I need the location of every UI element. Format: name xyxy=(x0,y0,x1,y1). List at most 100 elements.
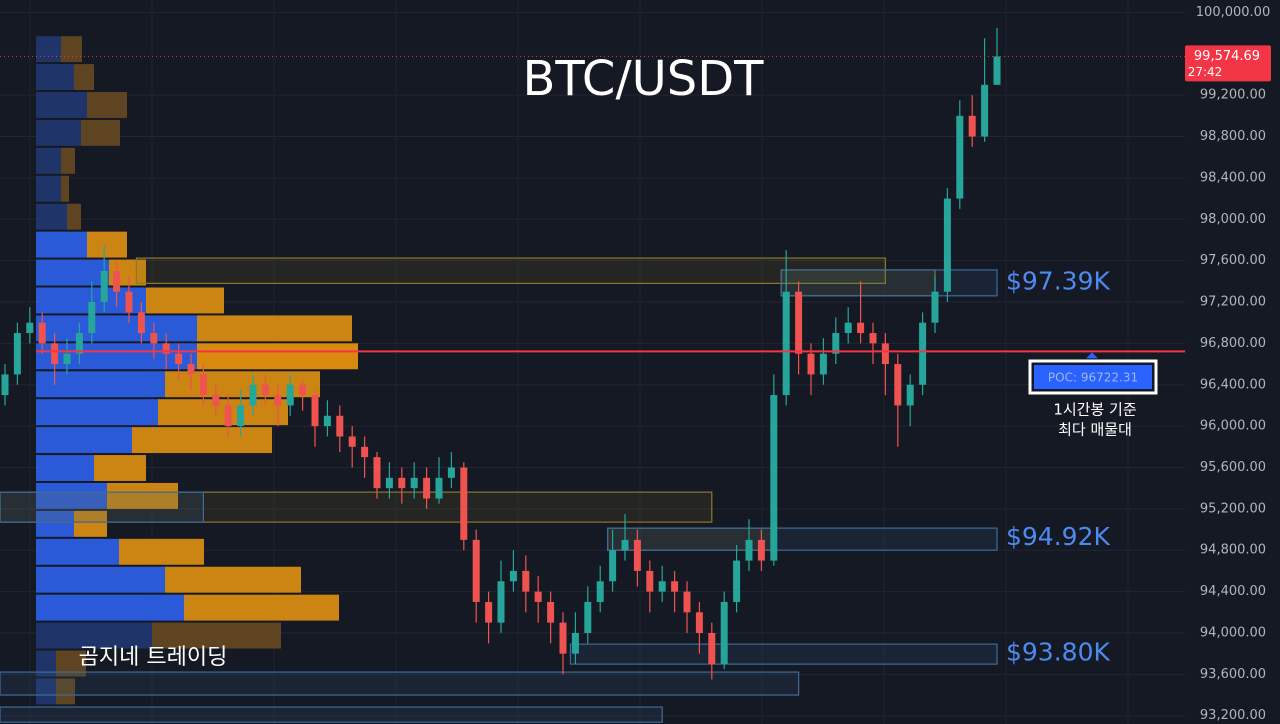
profile-bar xyxy=(36,650,56,677)
candle-body xyxy=(770,395,778,561)
candle-body xyxy=(274,395,282,406)
candle-body xyxy=(807,353,815,375)
last-price-tag xyxy=(1185,45,1271,82)
profile-bar xyxy=(158,399,288,426)
chart-title: BTC/USDT xyxy=(522,51,764,107)
candle-body xyxy=(423,477,431,499)
candle-body xyxy=(857,322,865,334)
price-zone xyxy=(0,491,204,523)
profile-bar xyxy=(36,64,74,91)
profile-bar xyxy=(36,594,184,621)
candle-body xyxy=(385,477,393,489)
candle-body xyxy=(956,115,964,199)
profile-bar xyxy=(36,36,61,63)
profile-bar xyxy=(81,119,120,146)
profile-bar xyxy=(165,371,320,398)
candle-body xyxy=(571,632,579,654)
candle-body xyxy=(559,622,567,654)
candle-body xyxy=(187,364,195,375)
candle-body xyxy=(150,333,158,344)
profile-bar xyxy=(36,455,94,481)
price-zone xyxy=(606,527,998,551)
candle-body xyxy=(336,415,344,437)
profile-bar xyxy=(184,594,339,621)
candle-body xyxy=(162,343,170,354)
candle-body xyxy=(447,467,455,478)
candle-body xyxy=(522,570,530,592)
candle-body xyxy=(63,353,71,365)
profile-bar xyxy=(197,315,352,342)
profile-bar xyxy=(61,175,69,202)
candle-body xyxy=(460,467,468,540)
profile-bar xyxy=(67,203,81,230)
profile-bar xyxy=(56,678,75,705)
poc-note: 1시간봉 기준 xyxy=(1053,401,1137,419)
candle-body xyxy=(658,581,666,592)
y-tick-label: 98,400.00 xyxy=(1200,170,1266,185)
candle-body xyxy=(125,291,133,313)
candle-body xyxy=(88,302,96,334)
profile-bar xyxy=(36,147,61,174)
candle-body xyxy=(931,291,939,323)
last-price-label: 99,574.69 xyxy=(1194,49,1260,64)
candle-body xyxy=(869,333,877,344)
candle-body xyxy=(472,539,480,602)
candle-body xyxy=(621,539,629,551)
candle-body xyxy=(547,601,555,623)
candle-body xyxy=(361,446,369,458)
candle-body xyxy=(224,405,232,427)
candle-body xyxy=(596,581,604,602)
price-zone xyxy=(0,491,713,523)
candle-body xyxy=(584,601,592,633)
profile-bar xyxy=(61,36,82,63)
candle-body xyxy=(100,270,108,303)
candle-body xyxy=(609,550,617,582)
candle-body xyxy=(38,322,46,344)
profile-bar xyxy=(36,510,74,537)
candle-body xyxy=(13,333,21,375)
poc-label: POC: 96722.31 xyxy=(1048,371,1138,385)
y-tick-label: 96,800.00 xyxy=(1200,336,1266,351)
profile-bar xyxy=(119,538,204,565)
price-zone xyxy=(0,671,800,696)
candle-body xyxy=(708,632,716,665)
candle-body xyxy=(906,384,914,406)
price-zone xyxy=(135,257,886,284)
profile-bar xyxy=(61,147,75,174)
poc-pointer xyxy=(1086,352,1098,359)
candle-body xyxy=(311,395,319,427)
profile-bar xyxy=(74,510,107,537)
candle-body xyxy=(993,56,1001,85)
candle-body xyxy=(509,570,517,582)
candle-body xyxy=(733,560,741,602)
countdown: 27:42 xyxy=(1188,65,1223,79)
y-tick-label: 93,200.00 xyxy=(1200,708,1266,723)
profile-bar xyxy=(36,231,87,258)
candle-body xyxy=(720,601,728,665)
candle-body xyxy=(894,364,902,406)
zone-label: $93.80K xyxy=(1006,638,1110,667)
candle-body xyxy=(981,84,989,137)
candle-body xyxy=(113,270,121,292)
y-tick-label: 95,600.00 xyxy=(1200,460,1266,475)
candle-body xyxy=(943,198,951,292)
candle-body xyxy=(695,612,703,633)
candle-body xyxy=(497,581,505,623)
candle-body xyxy=(881,343,889,365)
profile-bar xyxy=(36,399,158,426)
profile-bar xyxy=(36,482,107,509)
price-zone xyxy=(569,643,998,665)
y-tick-label: 97,200.00 xyxy=(1200,295,1266,310)
profile-bar xyxy=(165,566,301,593)
profile-bar xyxy=(87,231,127,258)
candle-body xyxy=(373,457,381,489)
candle-body xyxy=(795,291,803,354)
y-tick-label: 98,000.00 xyxy=(1200,212,1266,227)
candle-body xyxy=(286,384,294,406)
y-tick-label: 100,000.00 xyxy=(1196,5,1270,20)
profile-bar xyxy=(36,538,119,565)
price-zone xyxy=(780,269,998,297)
candle-body xyxy=(534,591,542,602)
candle-body xyxy=(51,343,59,365)
profile-bar xyxy=(36,119,81,146)
